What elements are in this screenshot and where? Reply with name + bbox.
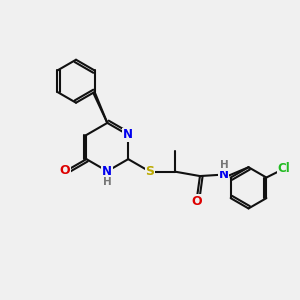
Text: Cl: Cl <box>278 162 290 175</box>
Text: N: N <box>102 165 112 178</box>
Text: H: H <box>103 177 112 188</box>
Text: O: O <box>60 164 70 177</box>
Text: H: H <box>220 160 229 170</box>
Text: N: N <box>123 128 133 142</box>
Text: S: S <box>146 165 154 178</box>
Text: N: N <box>218 168 229 181</box>
Text: O: O <box>191 195 202 208</box>
